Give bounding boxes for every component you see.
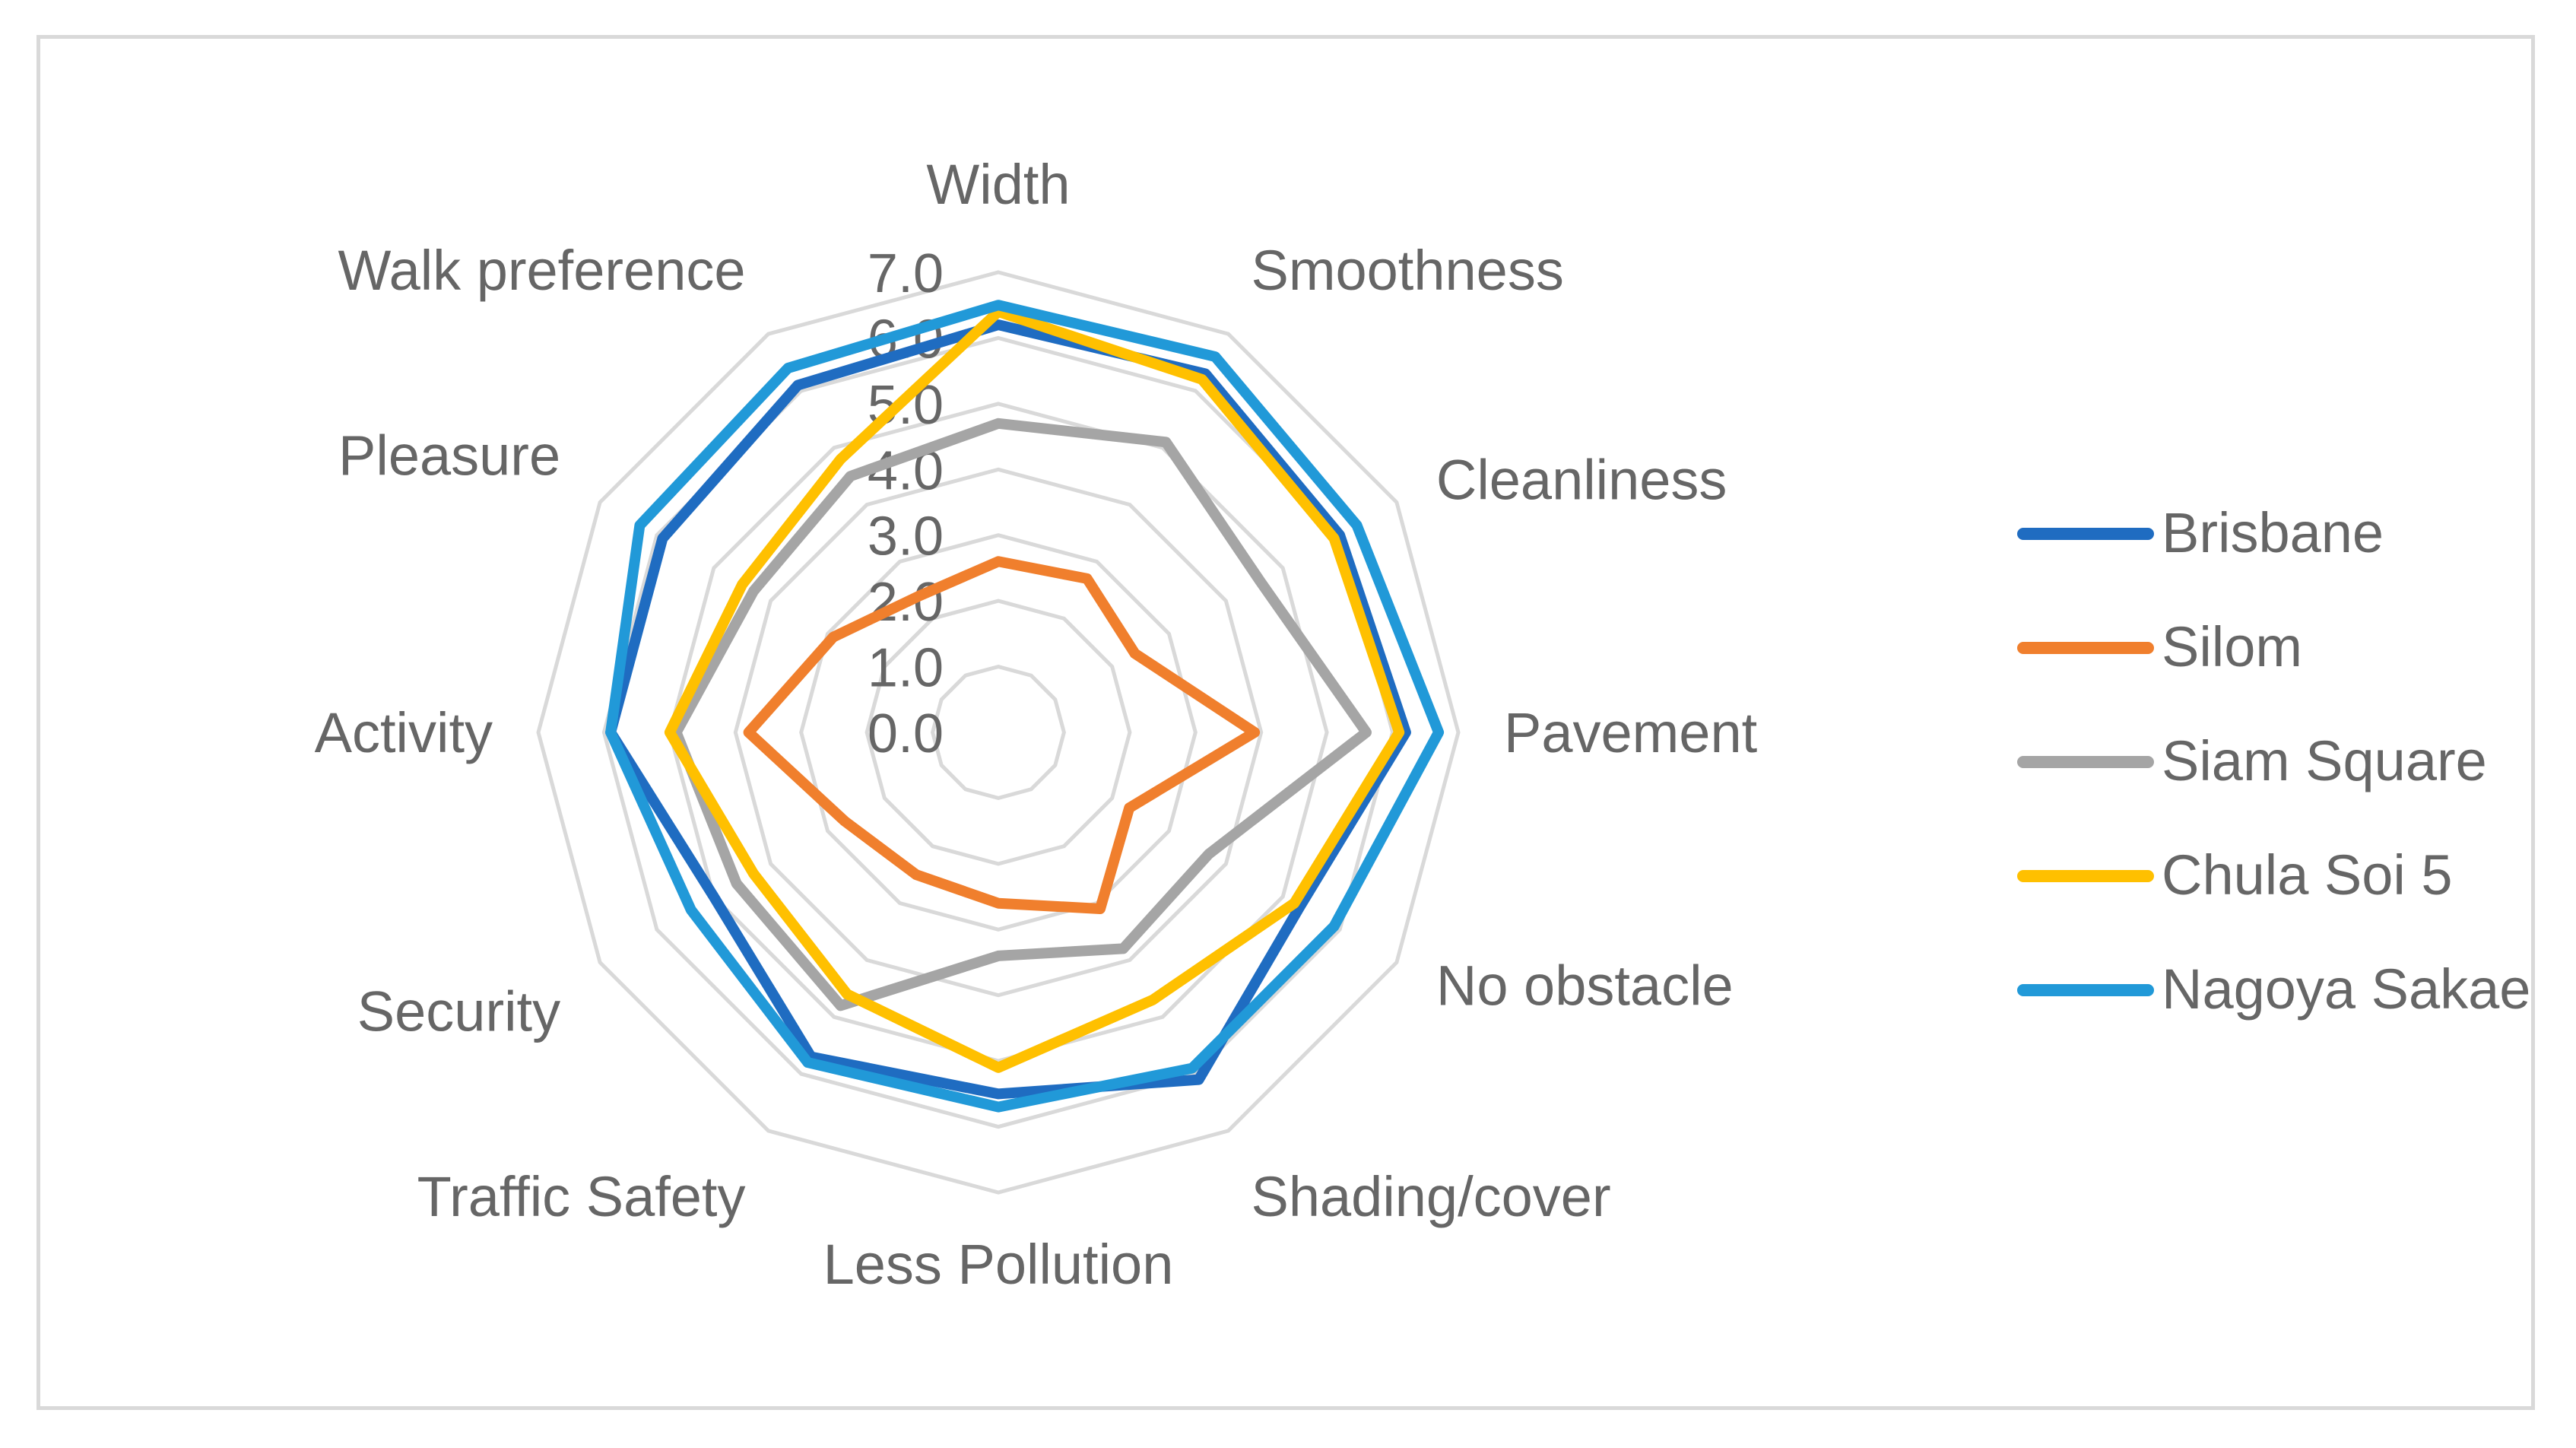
grid-ring: [799, 533, 1198, 932]
legend-label: Chula Soi 5: [2162, 843, 2453, 907]
radar-chart: 0.01.02.03.04.05.06.07.0 WidthSmoothness…: [315, 153, 1758, 1296]
category-label: Pleasure: [338, 424, 560, 487]
grid-ring: [536, 270, 1461, 1195]
legend-swatch: [2017, 870, 2154, 882]
tick-label: 3.0: [868, 506, 944, 567]
legend-swatch: [2017, 642, 2154, 654]
radar-series: [605, 300, 1445, 1113]
category-label: Less Pollution: [823, 1233, 1174, 1296]
grid-ring: [931, 665, 1066, 800]
grid-ring: [668, 402, 1329, 1063]
legend-swatch: [2017, 984, 2154, 996]
series-line-brisbane: [605, 319, 1411, 1100]
category-label: Shading/cover: [1252, 1165, 1611, 1228]
series-line-silom: [743, 556, 1261, 914]
legend-label: Silom: [2162, 615, 2303, 678]
tick-label: 7.0: [868, 243, 944, 304]
category-label: Activity: [315, 701, 493, 764]
category-label: Cleanliness: [1436, 449, 1727, 512]
category-label: Walk preference: [338, 239, 745, 302]
series-line-nagoya-sakae: [605, 300, 1445, 1113]
category-label: Security: [357, 980, 560, 1043]
legend-label: Siam Square: [2162, 729, 2487, 792]
chart-frame: 0.0 1.0 2.0 3.0 4.0 5.0 6.0 7.0 Width Smoothness…: [36, 35, 2535, 1410]
category-label: Pavement: [1504, 701, 1758, 764]
category-label: No obstacle: [1436, 954, 1734, 1018]
legend-label: Nagoya Sakae: [2162, 957, 2531, 1021]
category-label: Traffic Safety: [417, 1165, 746, 1228]
grid-ring: [733, 467, 1264, 998]
series-line-chula-soi-5: [664, 306, 1405, 1073]
category-labels: Width Smoothness Cleanliness Pavement No obs…: [315, 153, 1758, 1296]
series-line-siam-square: [671, 418, 1372, 1011]
category-label: Width: [926, 153, 1070, 216]
grid-ring: [864, 599, 1132, 866]
legend-label: Brisbane: [2162, 501, 2384, 564]
tick-label: 1.0: [868, 638, 944, 699]
category-label: Smoothness: [1252, 239, 1564, 302]
legend-swatch: [2017, 528, 2154, 540]
legend-swatch: [2017, 756, 2154, 768]
tick-label: 0.0: [868, 703, 944, 764]
